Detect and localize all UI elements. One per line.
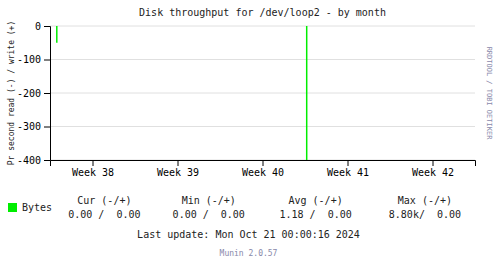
y-tick-mark	[44, 127, 50, 128]
annotation: Cur (-/+)	[77, 195, 131, 206]
annotation: 0.00 / 0.00	[68, 209, 140, 220]
annotation: RRDTOOL / TOBI OETIKER	[485, 47, 493, 141]
y-tick-mark	[44, 160, 50, 161]
y-tick-mark	[44, 93, 50, 94]
annotation: Avg (-/+)	[289, 195, 343, 206]
y-tick-label: -400	[17, 155, 41, 166]
x-tick: Week 41	[327, 160, 369, 178]
chart: Disk throughput for /dev/loop2 - by mont…	[0, 0, 497, 275]
annotation: Min (-/+)	[182, 195, 236, 206]
y-tick-mark	[44, 26, 50, 27]
x-axis-line	[51, 161, 476, 167]
y-tick-label: -200	[17, 88, 41, 99]
legend: Bytes	[8, 202, 52, 213]
grid-line	[50, 26, 475, 27]
stem	[56, 26, 58, 43]
x-tick-mark	[348, 160, 349, 166]
legend-label: Bytes	[22, 202, 52, 213]
annotation: 1.18 / 0.00	[279, 209, 351, 220]
x-tick-label: Week 41	[327, 167, 369, 178]
y-tick-mark	[44, 60, 50, 61]
marks	[57, 26, 307, 160]
x-tick: Week 39	[157, 160, 199, 178]
stem	[306, 26, 308, 160]
x-tick-mark	[263, 160, 264, 166]
x-axis: Week 38 Week 39 Week 40 Week 41 Week 42	[51, 160, 476, 178]
y-tick: -400	[17, 155, 50, 166]
annotation: 0.00 / 0.00	[173, 209, 245, 220]
y-tick: -200	[17, 88, 50, 99]
grid	[50, 26, 475, 160]
grid-line	[50, 59, 475, 60]
legend-swatch	[8, 203, 17, 212]
x-tick: Week 42	[412, 160, 454, 178]
plot: Week 38 Week 39 Week 40 Week 41 Week 42 0 -100…	[17, 21, 476, 178]
y-axis-title: Pr second read (-) / write (+)	[7, 21, 16, 166]
x-tick-label: Week 39	[157, 167, 199, 178]
x-tick-mark	[93, 160, 94, 166]
grid-line	[50, 126, 475, 127]
x-tick-label: Week 42	[412, 167, 454, 178]
annotation: Max (-/+)	[398, 195, 452, 206]
x-tick-mark	[433, 160, 434, 166]
x-tick: Week 40	[242, 160, 284, 178]
y-tick-label: -300	[17, 121, 41, 132]
y-tick: -100	[17, 54, 50, 65]
annotation: 8.80k/ 0.00	[389, 209, 461, 220]
y-axis-line	[44, 27, 51, 161]
y-tick: 0	[35, 21, 50, 32]
grid-line	[50, 93, 475, 94]
y-tick-label: -100	[17, 54, 41, 65]
x-tick: Week 38	[72, 160, 114, 178]
y-axis: 0 -100 -200 -300 -400	[17, 21, 51, 166]
annotation: Last update: Mon Oct 21 00:00:16 2024	[137, 229, 360, 240]
x-tick-label: Week 38	[72, 167, 114, 178]
annotation: Munin 2.0.57	[220, 249, 278, 258]
x-tick-mark	[178, 160, 179, 166]
y-tick: -300	[17, 121, 50, 132]
title: Disk throughput for /dev/loop2 - by mont…	[139, 7, 386, 18]
x-tick-label: Week 40	[242, 167, 284, 178]
y-tick-label: 0	[35, 21, 41, 32]
